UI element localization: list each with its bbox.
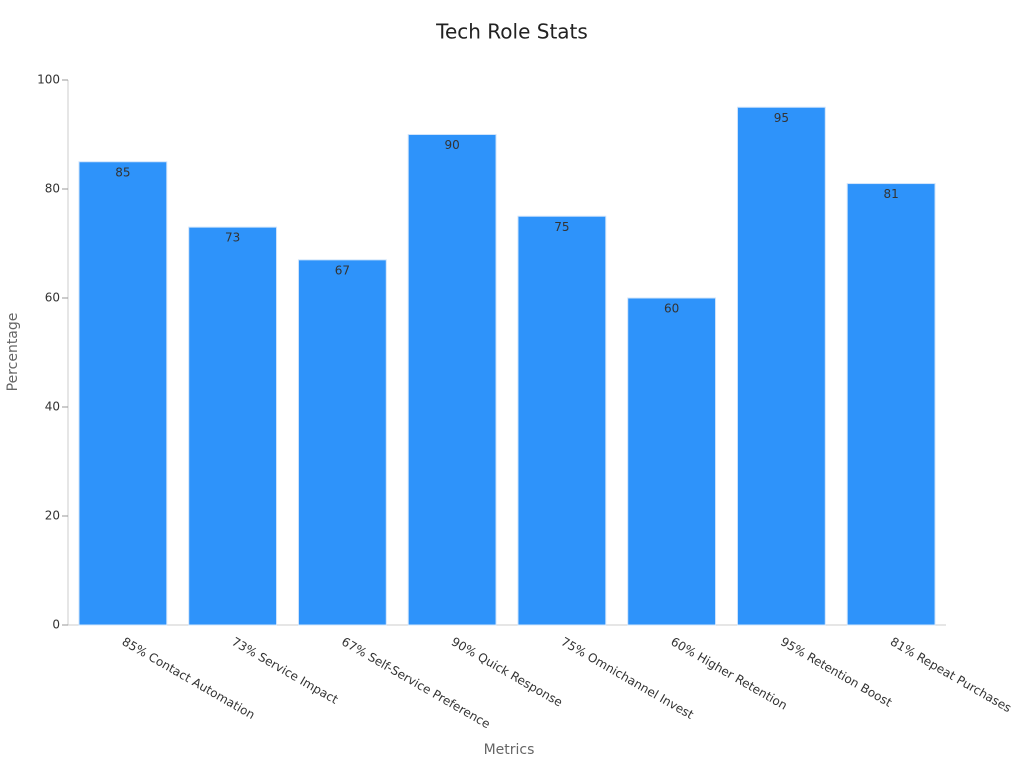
bar — [407, 134, 497, 626]
value-label: 67 — [335, 263, 350, 277]
value-label: 60 — [664, 302, 679, 316]
bar — [736, 106, 826, 626]
y-tick-label: 20 — [45, 509, 60, 523]
y-tick-label: 40 — [45, 400, 60, 414]
bar — [188, 226, 278, 626]
y-axis-label: Percentage — [5, 313, 21, 392]
bar — [627, 297, 717, 626]
value-label: 85 — [115, 165, 130, 179]
value-label: 75 — [554, 220, 569, 234]
x-tick-label: 73% Service Impact — [229, 635, 340, 707]
bar — [517, 215, 607, 626]
bar — [846, 183, 936, 626]
value-label: 90 — [444, 138, 459, 152]
chart-title: Tech Role Stats — [435, 20, 588, 44]
value-label: 95 — [774, 111, 789, 125]
x-tick-label: 60% Higher Retention — [668, 635, 789, 713]
y-tick-label: 100 — [37, 73, 60, 87]
bar — [78, 161, 168, 626]
x-tick-label: 90% Quick Response — [449, 635, 565, 710]
y-tick-label: 80 — [45, 182, 60, 196]
value-label: 81 — [883, 187, 898, 201]
bar — [297, 259, 387, 626]
value-label: 73 — [225, 231, 240, 245]
x-tick-label: 95% Retention Boost — [778, 635, 894, 710]
x-axis-label: Metrics — [484, 742, 535, 758]
x-tick-label: 81% Repeat Purchases — [888, 635, 1014, 716]
y-tick-label: 0 — [52, 618, 60, 632]
y-tick-label: 60 — [45, 291, 60, 305]
